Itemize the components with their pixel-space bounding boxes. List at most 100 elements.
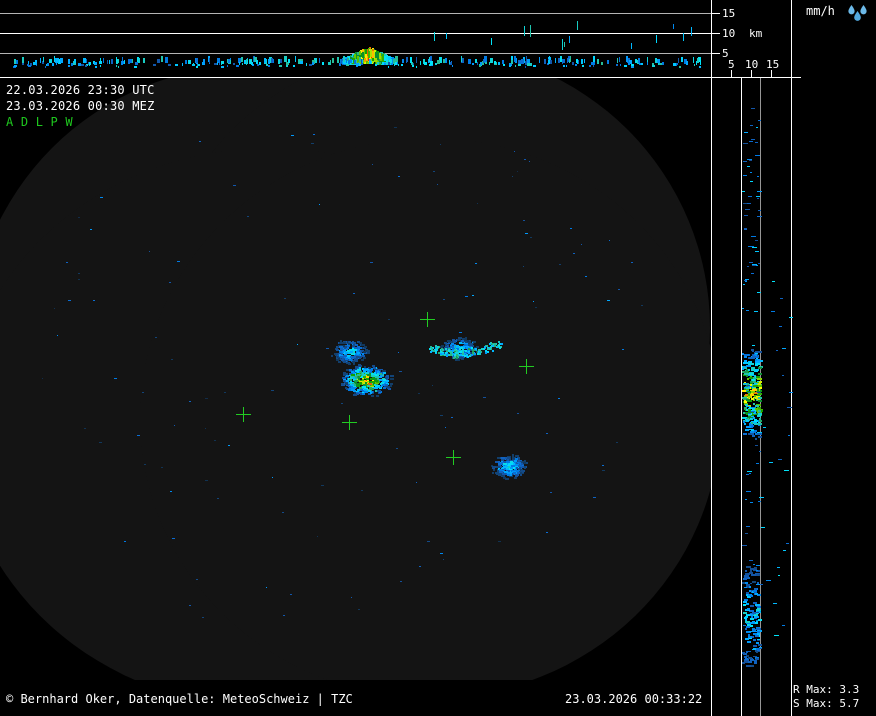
echo-pixel <box>429 57 430 62</box>
echo-pixel <box>749 357 754 359</box>
echo-pixel <box>257 64 259 66</box>
echo-pixel <box>749 560 753 561</box>
echo-pixel <box>447 340 451 342</box>
echo-pixel <box>748 369 750 371</box>
echo-pixel <box>582 65 584 67</box>
echo-pixel <box>144 464 146 465</box>
echo-pixel <box>619 57 620 62</box>
echo-pixel <box>83 58 86 63</box>
echo-pixel <box>744 228 747 229</box>
echo-pixel <box>381 373 383 375</box>
echo-pixel <box>759 360 763 362</box>
echo-pixel <box>746 474 749 475</box>
echo-pixel <box>360 64 361 66</box>
echo-pixel <box>369 367 371 369</box>
echo-pixel <box>533 301 534 302</box>
echo-pixel <box>344 373 348 375</box>
echo-pixel <box>99 61 102 64</box>
echo-pixel <box>520 464 524 466</box>
echo-pixel <box>454 354 456 356</box>
echo-pixel <box>420 61 421 65</box>
strip-separator <box>741 78 742 680</box>
echo-pixel <box>56 58 59 63</box>
echo-pixel <box>368 383 372 385</box>
echo-pixel <box>361 63 363 65</box>
echo-pixel <box>744 395 747 397</box>
strip-separator <box>791 78 792 680</box>
echo-pixel <box>368 375 371 377</box>
echo-pixel <box>345 358 348 360</box>
echo-pixel <box>445 427 446 428</box>
echo-pixel <box>763 427 766 428</box>
echo-pixel <box>467 356 469 358</box>
echo-pixel <box>343 372 346 374</box>
echo-pixel <box>412 65 414 67</box>
echo-pixel <box>750 418 753 420</box>
echo-pixel <box>381 382 384 384</box>
echo-pixel <box>58 59 61 64</box>
echo-pixel <box>35 60 37 64</box>
echo-pixel <box>673 63 676 66</box>
echo-pixel <box>743 367 747 369</box>
echo-pixel <box>111 59 113 64</box>
echo-pixel <box>149 251 150 252</box>
echo-pixel <box>78 273 80 274</box>
echo-pixel <box>342 356 346 358</box>
echo-pixel <box>137 435 140 436</box>
echo-pixel <box>349 387 352 389</box>
echo-pixel <box>748 651 751 652</box>
echo-pixel <box>466 345 469 347</box>
echo-pixel <box>616 64 618 66</box>
echo-pixel <box>753 564 755 565</box>
echo-pixel <box>503 466 506 468</box>
echo-pixel <box>546 433 548 434</box>
echo-pixel <box>502 473 506 475</box>
echo-pixel <box>346 355 350 357</box>
echo-pixel <box>453 346 456 348</box>
echo-pixel <box>635 59 637 63</box>
echo-pixel <box>346 369 349 371</box>
echo-pixel <box>753 385 758 387</box>
echo-pixel <box>745 209 750 210</box>
echo-pixel <box>168 64 171 66</box>
echo-pixel <box>370 388 374 390</box>
echo-pixel <box>467 353 470 355</box>
radar-map[interactable] <box>0 78 711 680</box>
echo-pixel <box>406 58 407 63</box>
echo-pixel <box>271 58 273 63</box>
echo-pixel <box>492 467 495 469</box>
echo-pixel <box>495 472 498 474</box>
echo-pixel <box>375 382 379 384</box>
echo-pixel <box>395 56 398 62</box>
echo-pixel <box>474 354 476 356</box>
echo-pixel <box>435 352 437 354</box>
echo-pixel <box>227 65 228 67</box>
echo-pixel <box>284 56 287 62</box>
echo-pixel <box>752 379 755 381</box>
echo-pixel <box>548 60 550 64</box>
echo-pixel <box>359 51 361 58</box>
echo-pixel <box>521 59 524 64</box>
echo-pixel <box>337 57 339 63</box>
echo-pixel <box>346 380 349 382</box>
echo-pixel <box>758 373 762 375</box>
echo-pixel <box>449 60 450 64</box>
echo-pixel <box>343 361 346 363</box>
echo-pixel <box>68 300 71 301</box>
echo-pixel <box>745 619 747 621</box>
echo-pixel <box>774 635 779 636</box>
echo-pixel <box>358 609 360 610</box>
echo-pixel <box>480 62 482 65</box>
echo-pixel <box>357 353 359 355</box>
echo-pixel <box>744 659 749 661</box>
echo-pixel <box>487 348 489 350</box>
echo-pixel <box>448 354 450 356</box>
echo-pixel <box>498 474 502 476</box>
echo-pixel <box>745 419 748 420</box>
echo-pixel <box>362 387 365 389</box>
echo-pixel <box>477 353 479 355</box>
echo-pixel <box>319 204 320 205</box>
echo-pixel <box>365 372 369 374</box>
echo-pixel <box>453 341 456 343</box>
echo-pixel <box>451 417 453 418</box>
